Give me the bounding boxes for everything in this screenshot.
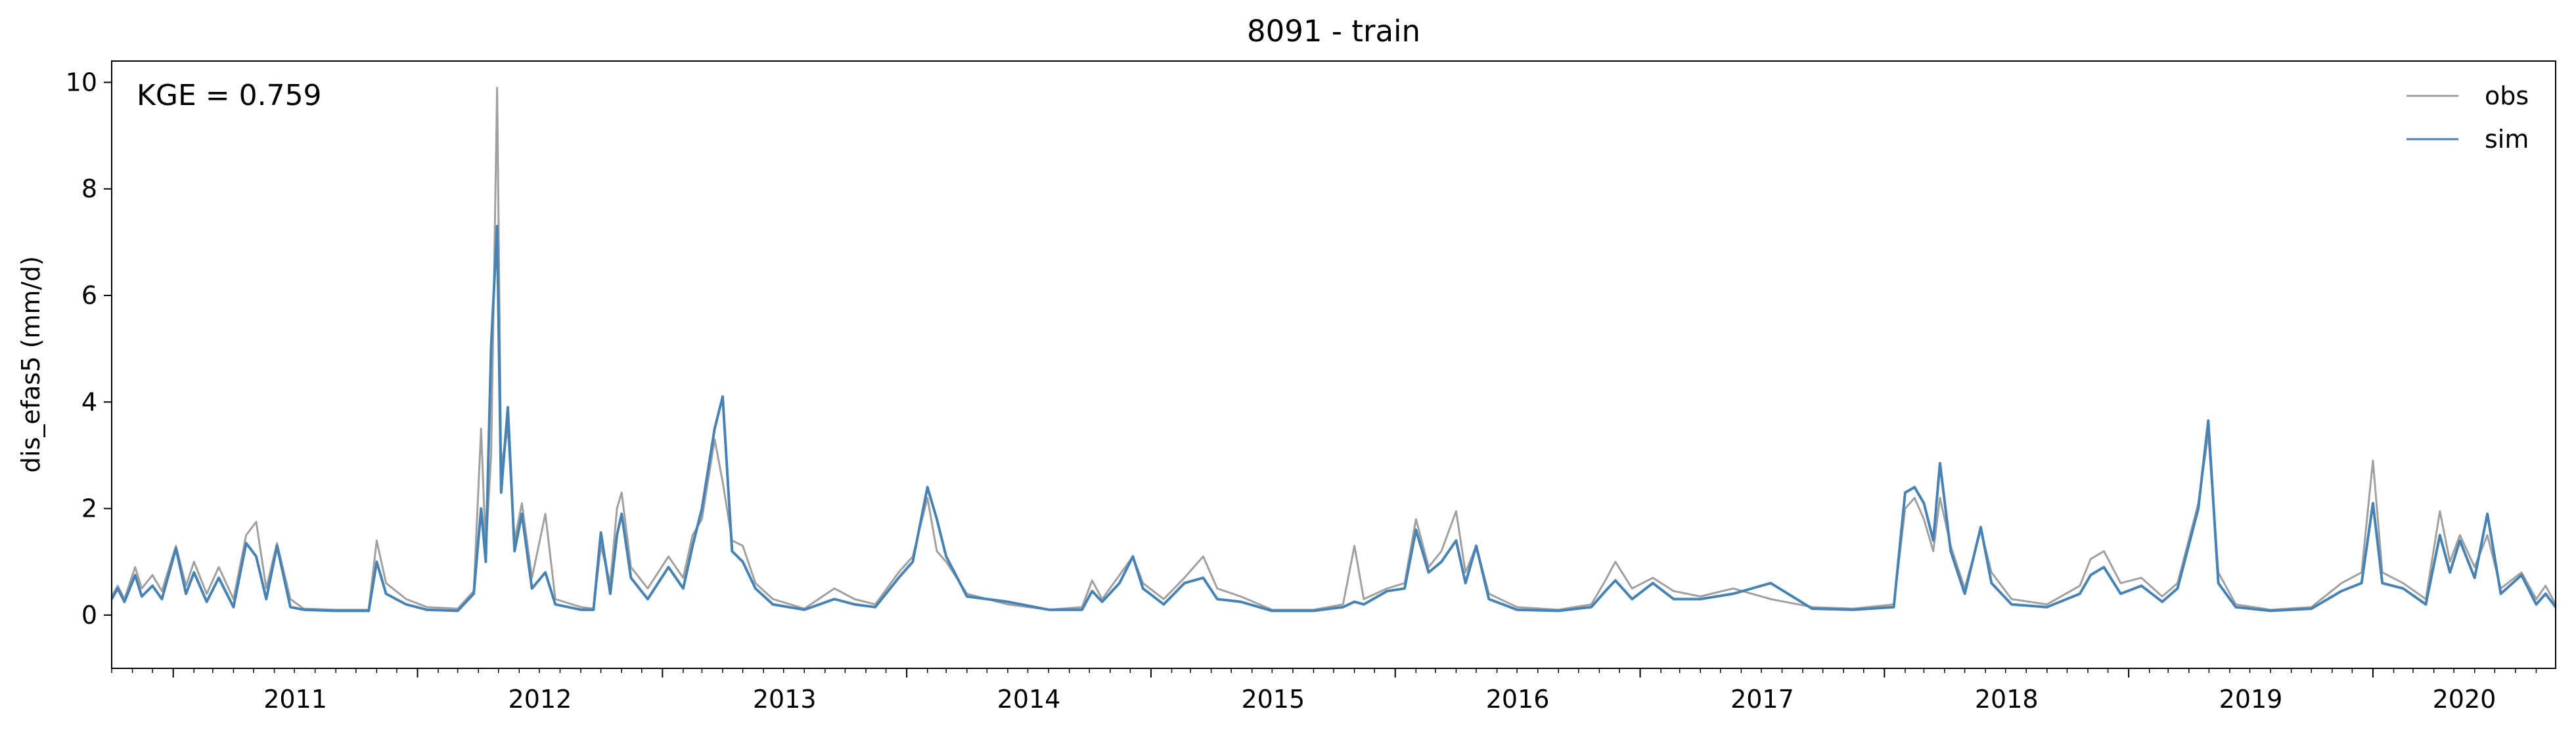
legend-label-obs: obs — [2485, 81, 2529, 110]
series-layer — [110, 87, 2557, 613]
series-line-sim — [110, 225, 2557, 613]
plot-area — [110, 60, 2557, 669]
plot-background — [112, 61, 2556, 668]
x-tick-label-2012: 2012 — [508, 685, 572, 714]
x-tick-label-2017: 2017 — [1730, 685, 1794, 714]
x-tick-label-2013: 2013 — [753, 685, 817, 714]
y-axis: 0 2 4 6 8 10 — [66, 68, 112, 630]
y-tick-label-10: 10 — [66, 68, 97, 97]
y-tick-label-6: 6 — [81, 281, 97, 310]
x-tick-label-2014: 2014 — [997, 685, 1061, 714]
x-tick-label-2015: 2015 — [1241, 685, 1305, 714]
x-tick-label-2011: 2011 — [263, 685, 327, 714]
y-tick-label-4: 4 — [81, 387, 97, 416]
y-tick-label-0: 0 — [81, 601, 97, 630]
series-line-obs — [110, 87, 2557, 611]
kge-annotation: KGE = 0.759 — [137, 79, 322, 112]
legend-label-sim: sim — [2485, 125, 2529, 154]
y-tick-label-8: 8 — [81, 175, 97, 204]
chart-title: 8091 - train — [1247, 14, 1420, 49]
x-tick-label-2020: 2020 — [2433, 685, 2497, 714]
x-tick-label-2019: 2019 — [2219, 685, 2283, 714]
x-tick-label-2016: 2016 — [1486, 685, 1550, 714]
x-tick-label-2018: 2018 — [1975, 685, 2039, 714]
x-axis: 2011 2012 2013 2014 2015 2016 2017 2018 2019 2020 — [111, 668, 2537, 714]
y-tick-label-2: 2 — [81, 494, 97, 523]
legend: obs sim — [2407, 81, 2529, 154]
y-axis-title: dis_efas5 (mm/d) — [16, 256, 45, 473]
